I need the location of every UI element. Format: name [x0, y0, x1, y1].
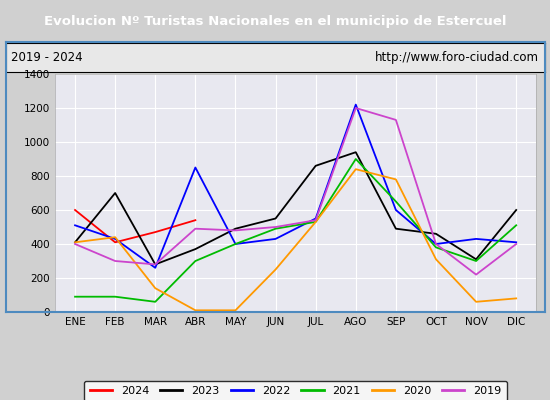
Text: Evolucion Nº Turistas Nacionales en el municipio de Estercuel: Evolucion Nº Turistas Nacionales en el m… — [44, 14, 506, 28]
Legend: 2024, 2023, 2022, 2021, 2020, 2019: 2024, 2023, 2022, 2021, 2020, 2019 — [84, 380, 507, 400]
Text: 2019 - 2024: 2019 - 2024 — [11, 51, 82, 64]
Text: http://www.foro-ciudad.com: http://www.foro-ciudad.com — [375, 51, 539, 64]
